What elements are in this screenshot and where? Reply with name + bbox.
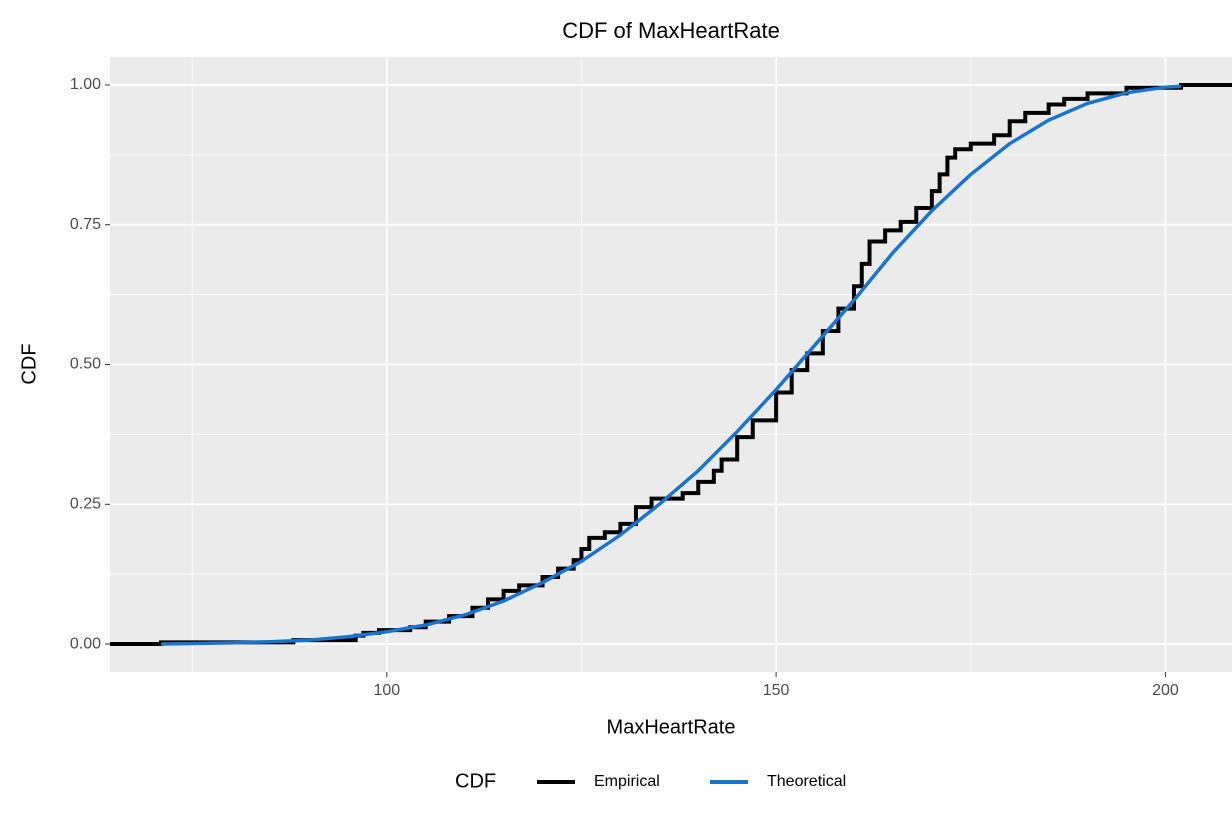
- x-tick-label: 100: [373, 682, 400, 699]
- theoretical-cdf: [160, 84, 1182, 646]
- y-tick-label: 1.00: [70, 76, 101, 93]
- chart-title: CDF of MaxHeartRate: [562, 18, 780, 43]
- x-tick-label: 200: [1152, 682, 1179, 699]
- legend: CDF Empirical Theoretical: [455, 770, 846, 792]
- y-tick-label: 0.50: [70, 356, 101, 373]
- legend-label: Empirical: [594, 773, 660, 790]
- legend-label: Theoretical: [767, 773, 846, 790]
- empirical-cdf: [110, 82, 1232, 647]
- x-tick-label: 150: [763, 682, 790, 699]
- y-tick-label: 0.00: [70, 635, 101, 652]
- y-axis-title: CDF: [18, 343, 40, 384]
- legend-title: CDF: [455, 770, 496, 792]
- x-axis-title: MaxHeartRate: [607, 716, 736, 738]
- y-tick-label: 0.75: [70, 216, 101, 233]
- y-tick-label: 0.25: [70, 495, 101, 512]
